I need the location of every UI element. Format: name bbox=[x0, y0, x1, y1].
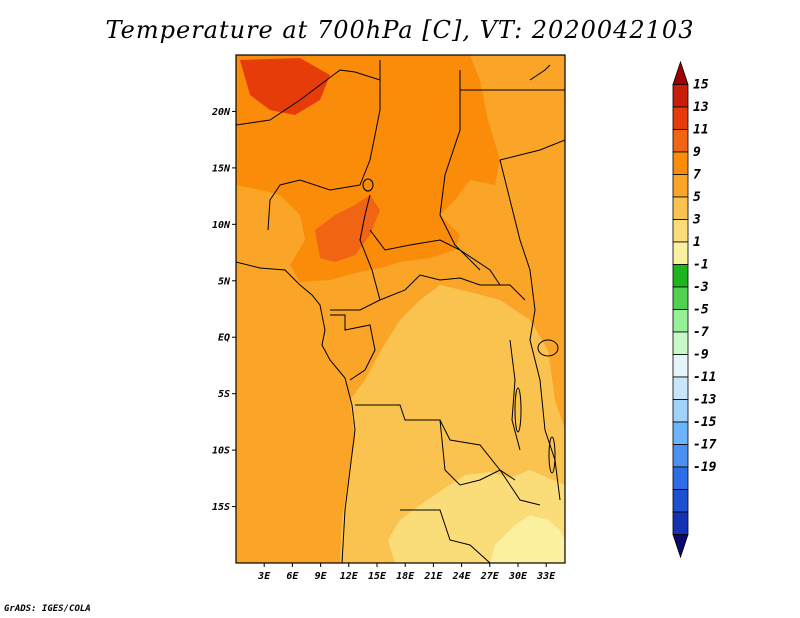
colorbar-box bbox=[672, 354, 689, 378]
colorbar-label: 1 bbox=[693, 235, 701, 250]
colorbar-box bbox=[672, 286, 689, 310]
colorbar-label: -17 bbox=[693, 438, 717, 453]
colorbar-label: -3 bbox=[693, 280, 709, 295]
border-congo bbox=[379, 274, 526, 301]
border-libya bbox=[359, 60, 381, 186]
longitude-ticks: 3E 6E 9E 12E 15E 18E 21E 24E 27E 30E 33E bbox=[257, 563, 556, 582]
border-niger-chad bbox=[267, 179, 361, 231]
lon-tick-label: 33E bbox=[536, 571, 556, 582]
colorbar-box bbox=[672, 331, 689, 355]
border-drc-south bbox=[355, 404, 516, 481]
map-title: Temperature at 700hPa [C], VT: 202004210… bbox=[105, 16, 695, 44]
border-horn bbox=[499, 139, 565, 161]
lat-tick-label: 5N bbox=[218, 276, 231, 287]
colorbar-box bbox=[672, 399, 689, 423]
border-algeria-niger bbox=[236, 69, 381, 126]
footer-credit: GrADS: IGES/COLA bbox=[4, 604, 91, 614]
colorbar-lower-triangle bbox=[672, 534, 689, 559]
colorbar-labels: 15 13 11 9 7 5 3 1 -1 -3 -5 -7 -9 -11 -13 -15 -17 -19 bbox=[692, 78, 717, 476]
lon-tick-label: 27E bbox=[480, 571, 500, 582]
lat-tick-label: 15S bbox=[212, 502, 230, 513]
lon-tick-label: 12E bbox=[340, 571, 359, 582]
band-11-13-core bbox=[315, 195, 380, 262]
colorbar-box bbox=[672, 174, 689, 198]
colorbar-label: -7 bbox=[693, 325, 709, 340]
colorbar-box bbox=[672, 196, 689, 220]
band-11-13 bbox=[236, 55, 500, 282]
colorbar-label: 7 bbox=[693, 168, 701, 183]
colorbar-box bbox=[672, 376, 689, 400]
colorbar-box bbox=[672, 241, 689, 265]
colorbar-label: 15 bbox=[693, 78, 709, 93]
colorbar-box bbox=[672, 151, 689, 175]
colorbar-label: 9 bbox=[693, 145, 701, 160]
border-car bbox=[369, 229, 501, 286]
colorbar-box bbox=[672, 489, 689, 513]
border-lake-region bbox=[509, 339, 521, 451]
temperature-field bbox=[236, 55, 565, 563]
map-frame bbox=[235, 54, 566, 564]
colorbar-label: -11 bbox=[693, 370, 716, 385]
colorbar-label: 3 bbox=[692, 213, 701, 228]
lat-tick-label: 10N bbox=[212, 220, 231, 231]
coastline-red-sea bbox=[529, 64, 551, 81]
latitude-ticks: 20N 15N 10N 5N EQ 5S 10S 15S bbox=[211, 107, 236, 513]
lon-tick-label: 9E bbox=[315, 571, 328, 582]
colorbar-label: -5 bbox=[693, 303, 709, 318]
lakes bbox=[362, 178, 559, 474]
colorbar-box bbox=[672, 84, 689, 108]
colorbar-label: 5 bbox=[693, 190, 701, 205]
lon-tick-label: 21E bbox=[423, 571, 443, 582]
lake-victoria bbox=[537, 339, 559, 357]
colorbar-box bbox=[672, 309, 689, 333]
colorbar-boxes bbox=[672, 60, 689, 559]
colorbar-box bbox=[672, 129, 689, 153]
colorbar-box bbox=[672, 444, 689, 468]
colorbar-label: -19 bbox=[693, 460, 717, 475]
colorbar-label: -9 bbox=[693, 348, 709, 363]
colorbar-label: -15 bbox=[693, 415, 717, 430]
band-3-5 bbox=[490, 515, 565, 563]
colorbar-label: -1 bbox=[693, 258, 709, 273]
lon-tick-label: 3E bbox=[257, 571, 271, 582]
border-zambia bbox=[439, 419, 541, 506]
band-13-15 bbox=[240, 58, 330, 115]
border-botswana bbox=[400, 509, 491, 563]
colorbar-upper-triangle bbox=[672, 60, 689, 85]
lon-tick-label: 15E bbox=[368, 571, 387, 582]
lon-tick-label: 24E bbox=[452, 571, 472, 582]
lat-tick-label: EQ bbox=[218, 333, 230, 344]
colorbar-box bbox=[672, 511, 689, 535]
colorbar-box bbox=[672, 421, 689, 445]
lake-malawi bbox=[548, 436, 556, 474]
coastline-west-africa bbox=[236, 261, 353, 406]
country-borders bbox=[236, 60, 565, 563]
colorbar-box bbox=[672, 219, 689, 243]
colorbar-label: 11 bbox=[693, 123, 709, 138]
lake-chad bbox=[362, 178, 374, 192]
border-gabon bbox=[330, 314, 376, 381]
colorbar-box bbox=[672, 466, 689, 490]
border-cameroon bbox=[330, 194, 381, 311]
lon-tick-label: 18E bbox=[396, 571, 415, 582]
lon-tick-label: 30E bbox=[508, 571, 528, 582]
colorbar-label: -13 bbox=[693, 393, 717, 408]
colorbar-box bbox=[672, 264, 689, 288]
lat-tick-label: 15N bbox=[212, 163, 231, 174]
lat-tick-label: 20N bbox=[211, 107, 231, 118]
lat-tick-label: 5S bbox=[218, 389, 230, 400]
lake-tanganyika bbox=[514, 387, 522, 433]
lon-tick-label: 6E bbox=[286, 571, 299, 582]
colorbar-label: 13 bbox=[693, 100, 709, 115]
coastline-angola bbox=[341, 404, 356, 563]
lat-tick-label: 10S bbox=[212, 446, 230, 457]
colorbar-box bbox=[672, 106, 689, 130]
